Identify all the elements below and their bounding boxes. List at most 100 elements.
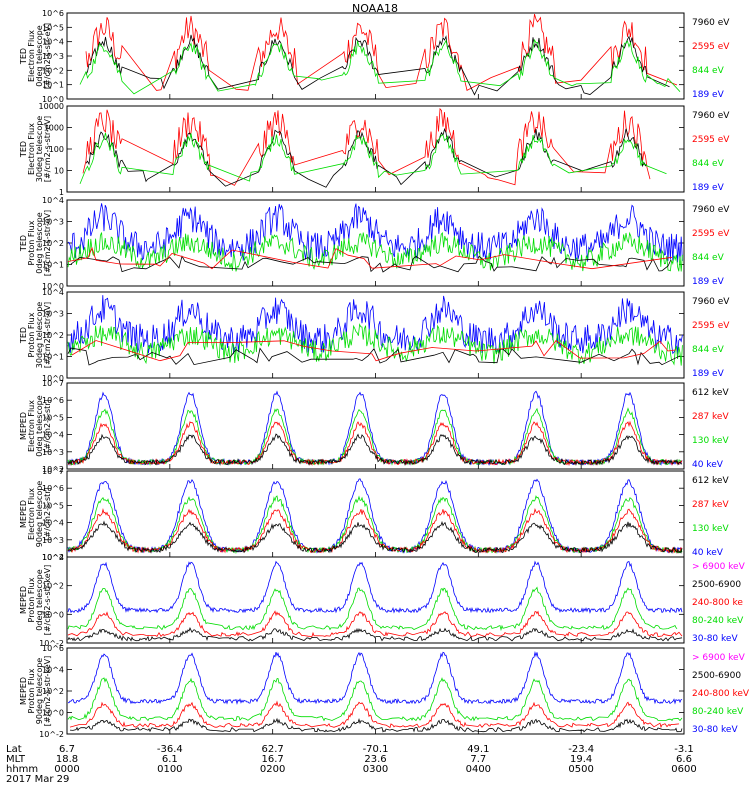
series-red [67, 246, 673, 270]
series-red [67, 420, 683, 467]
y-axis-label: Electron Flux [27, 488, 36, 540]
y-tick-label: 10^0 [42, 374, 64, 383]
panel-8: 10^-2 10^0 10^2 10^4 10^6 MEPED Proton Flux 90d… [19, 644, 750, 739]
legend-entry: > 6900 keV [692, 653, 746, 663]
y-tick-label: 10000 [39, 102, 64, 111]
series-blue [68, 651, 683, 705]
y-tick-label: 10^6 [42, 644, 64, 653]
legend-entry: 189 eV [692, 277, 725, 287]
panel-6: 10^2 10^3 10^4 10^5 10^6 10^7 MEPED Electron Fl… [19, 467, 729, 562]
y-axis-label: 0deg telescope [35, 25, 44, 86]
panel-5: 10^2 10^3 10^4 10^5 10^6 10^7 MEPED Electron Fl… [19, 379, 729, 474]
y-axis-label: Proton Flux [27, 220, 36, 265]
y-axis-label: TED [19, 235, 28, 252]
y-axis-label: TED [19, 48, 28, 65]
legend-entry: 844 eV [692, 66, 725, 76]
y-axis-label: 0deg telescope [35, 395, 44, 456]
panel-frame [66, 470, 685, 558]
y-axis-label: [#/cm2-s-str-eV] [43, 116, 52, 182]
legend-entry: 7960 eV [692, 297, 730, 307]
y-tick-label: 10^0 [42, 610, 64, 619]
legend-entry: 189 eV [692, 90, 725, 100]
y-tick-label: 10^2 [42, 331, 64, 340]
y-tick-label: 10^3 [42, 310, 64, 319]
y-tick-label: 10^0 [42, 282, 64, 291]
y-tick-label: 10^1 [42, 261, 64, 270]
y-tick-label: 100 [49, 145, 64, 154]
y-axis-label: Proton Flux [27, 668, 36, 713]
series-green [67, 323, 683, 366]
y-tick-label: 10^5 [42, 501, 64, 510]
legend-entry: 2595 eV [692, 321, 730, 331]
legend-entry: 7960 eV [692, 18, 730, 28]
y-tick-label: 10^4 [42, 519, 64, 528]
y-axis-label: MEPED [19, 586, 28, 614]
y-tick-label: 10^2 [42, 66, 64, 75]
series-red [82, 107, 651, 186]
series-red [67, 507, 683, 554]
y-tick-label: 10 [54, 167, 64, 176]
y-tick-label: 10^2 [42, 582, 64, 591]
legend-entry: 2595 eV [692, 135, 730, 145]
y-tick-label: 10^2 [42, 465, 64, 474]
y-axis-label: Proton Flux [27, 312, 36, 357]
legend-entry: 612 keV [692, 388, 729, 398]
panel-1: 10^0 10^1 10^2 10^3 10^4 10^5 10^6 TED Electron … [19, 9, 730, 104]
y-tick-label: 10^2 [42, 553, 64, 562]
series-red [85, 13, 678, 91]
series-red [69, 700, 680, 729]
legend-entry: 844 eV [692, 345, 725, 355]
panel-frame [66, 556, 685, 644]
y-tick-label: 10^7 [42, 379, 64, 388]
panel-frame [66, 12, 685, 100]
y-tick-label: 10^1 [42, 81, 64, 90]
legend-entry: 240-800 keV [692, 689, 750, 699]
series-black [85, 127, 648, 188]
series-black [67, 433, 683, 466]
y-axis-label: MEPED [19, 500, 28, 528]
series-green [79, 132, 667, 185]
series-black [85, 34, 670, 96]
y-tick-label: 1 [59, 188, 64, 197]
y-axis-label: Proton Flux [27, 577, 36, 622]
y-tick-label: 10^4 [42, 196, 64, 205]
panel-frame [66, 105, 685, 193]
y-axis-label: [#/cm2-s-str-keV] [43, 565, 52, 636]
legend-entry: 844 eV [692, 159, 725, 169]
y-tick-label: 10^0 [42, 95, 64, 104]
y-axis-label: 90deg telescope [35, 658, 44, 725]
series-red [67, 610, 683, 637]
y-axis-label: 90deg telescope [35, 481, 44, 548]
y-tick-label: 10^7 [42, 467, 64, 476]
series-black [67, 627, 683, 642]
legend-entry: > 6900 keV [692, 562, 746, 572]
y-tick-label: 10^2 [42, 239, 64, 248]
y-tick-label: 10^3 [42, 448, 64, 457]
y-axis-label: [#/cm2-s-str] [43, 487, 52, 540]
y-tick-label: 10^4 [42, 553, 64, 562]
y-axis-label: TED [19, 141, 28, 158]
panel-3: 10^0 10^1 10^2 10^3 10^4 TED Proton Flux 0deg t… [19, 196, 730, 291]
y-tick-label: 10^2 [42, 687, 64, 696]
series-green [79, 38, 681, 95]
legend-entry: 80-240 keV [692, 707, 744, 717]
y-tick-label: 10^1 [42, 353, 64, 362]
y-axis-label: TED [19, 327, 28, 344]
legend-entry: 240-800 ke [692, 598, 743, 608]
page-title: NOAA18 [351, 2, 399, 15]
legend-entry: 287 keV [692, 412, 729, 422]
y-tick-label: 10^-2 [39, 639, 64, 648]
legend-entry: 7960 eV [692, 205, 730, 215]
legend-entry: 30-80 keV [692, 725, 738, 735]
y-tick-label: 10^6 [42, 484, 64, 493]
y-axis-label: [#/cm2-s-str-keV] [43, 656, 52, 727]
y-tick-label: 10^5 [42, 413, 64, 422]
y-axis-label: 0deg telescope [35, 569, 44, 630]
series-blue [67, 203, 683, 263]
legend-entry: 189 eV [692, 369, 725, 379]
y-axis-label: 0deg telescope [35, 212, 44, 273]
y-axis-label: [#/cm2-s-str-eV] [43, 302, 52, 368]
series-red [71, 340, 677, 362]
series-green [67, 231, 683, 272]
